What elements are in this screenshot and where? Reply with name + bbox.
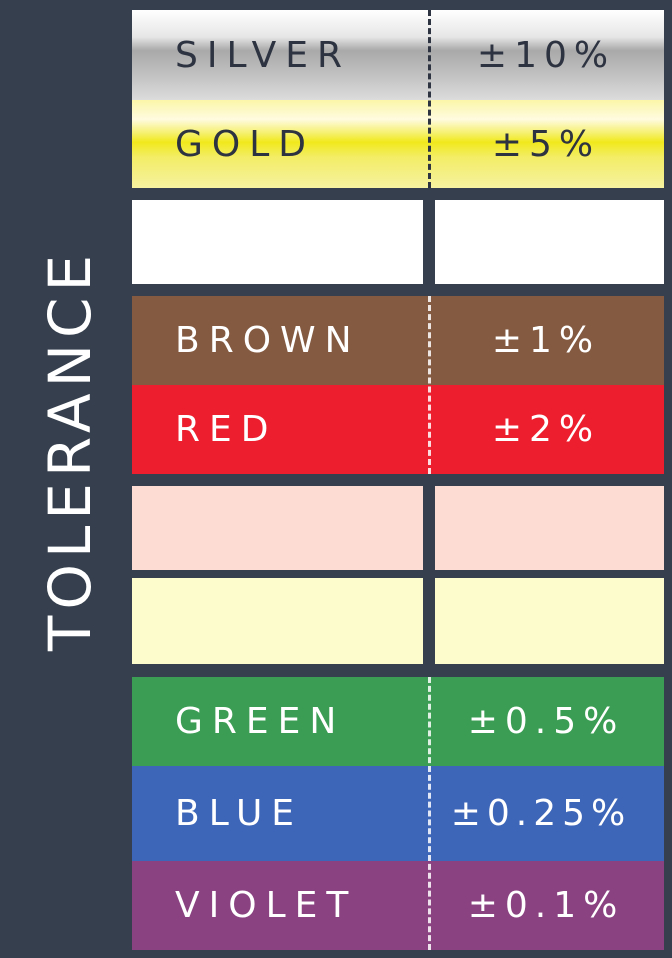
band-name-brown: BROWN xyxy=(175,320,361,361)
tolerance-title: TOLERANCE xyxy=(36,248,104,652)
band-row-gold: GOLD ±5% xyxy=(132,100,664,188)
band-name-red: RED xyxy=(175,409,278,450)
divider-dash-bottom xyxy=(428,677,431,950)
band-name-silver: SILVER xyxy=(175,34,351,76)
band-value-gold: ±5% xyxy=(491,123,601,165)
blank-cream-right xyxy=(435,578,664,664)
band-value-brown: ±1% xyxy=(491,320,601,361)
band-name-gold: GOLD xyxy=(175,123,316,165)
band-name-green: GREEN xyxy=(175,701,346,742)
divider-dash-middle xyxy=(428,296,431,474)
blank-white-left xyxy=(132,200,423,284)
band-value-silver: ±10% xyxy=(476,34,616,76)
band-row-silver: SILVER ±10% xyxy=(132,10,664,100)
blank-cream-left xyxy=(132,578,423,664)
blank-pink-right xyxy=(435,486,664,570)
band-value-red: ±2% xyxy=(491,409,601,450)
band-row-brown: BROWN ±1% xyxy=(132,296,664,385)
divider-dash-top xyxy=(428,10,431,188)
band-row-green: GREEN ±0.5% xyxy=(132,677,664,766)
band-row-blue: BLUE ±0.25% xyxy=(132,766,664,861)
band-name-blue: BLUE xyxy=(175,793,304,834)
band-name-violet: VIOLET xyxy=(175,885,358,926)
band-value-green: ±0.5% xyxy=(467,701,625,742)
blank-white-right xyxy=(435,200,664,284)
band-value-violet: ±0.1% xyxy=(467,885,625,926)
band-row-red: RED ±2% xyxy=(132,385,664,474)
band-value-blue: ±0.25% xyxy=(450,793,632,834)
blank-pink-left xyxy=(132,486,423,570)
band-row-violet: VIOLET ±0.1% xyxy=(132,861,664,950)
